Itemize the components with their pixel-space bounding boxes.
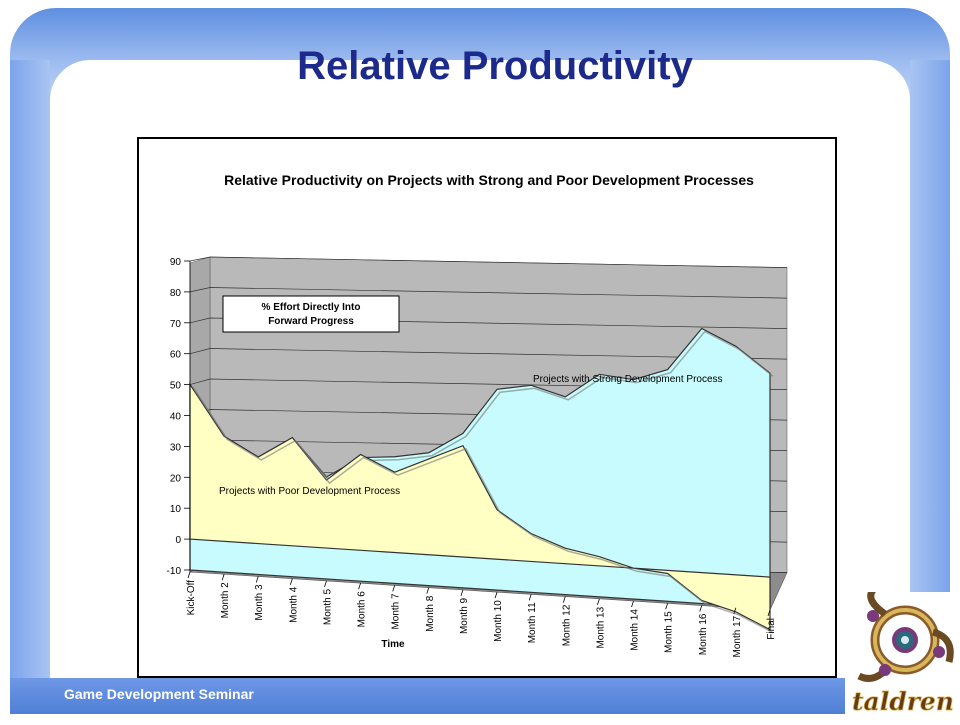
x-tick (460, 589, 464, 597)
y-tick-label: 20 (170, 473, 182, 484)
gridline (189, 317, 788, 329)
x-tick (733, 607, 737, 614)
annotation-box (222, 295, 400, 333)
gridline (189, 256, 788, 268)
y-tick-label: 0 (175, 535, 181, 546)
x-tick (358, 583, 361, 590)
x-tick (221, 574, 225, 581)
x-tick-label: Month 11 (527, 602, 538, 643)
x-tick-label: Month 16 (698, 613, 709, 655)
x-tick-label: Month 10 (493, 600, 504, 642)
x-tick-label: Month 5 (322, 589, 333, 626)
y-tick-label: 10 (170, 504, 182, 515)
x-tick (597, 598, 600, 605)
x-tick (494, 591, 498, 599)
x-tick-label: Month 15 (664, 611, 675, 653)
x-tick (289, 578, 293, 585)
x-tick (392, 585, 396, 592)
y-tick-label: 30 (170, 442, 182, 453)
x-tick-label: Month 14 (630, 609, 641, 651)
x-tick-label: Month 4 (288, 586, 299, 623)
y-tick-label: 40 (170, 412, 182, 423)
x-tick (767, 609, 771, 617)
y-tick-label: 60 (170, 350, 182, 361)
x-tick (562, 596, 566, 603)
gridline (189, 348, 788, 360)
x-tick (631, 600, 634, 608)
y-tick-label: 90 (170, 257, 182, 268)
x-tick-label: Month 12 (561, 604, 572, 646)
slide-left-border (10, 60, 50, 700)
series-label-poor: Projects with Poor Development Process (219, 486, 400, 497)
y-tick-label: 70 (170, 319, 182, 330)
y-tick-label: 50 (170, 381, 182, 392)
x-tick (665, 603, 669, 610)
y-tick-label: -10 (167, 566, 182, 577)
slide-footer (10, 678, 845, 714)
x-tick (324, 580, 327, 588)
x-tick (187, 571, 191, 579)
slide-title: Relative Productivity (297, 44, 693, 88)
x-tick-label: Month 2 (220, 582, 231, 619)
x-tick-label: Month 3 (254, 584, 265, 621)
x-tick-label: Month 8 (425, 595, 436, 632)
x-tick-label: Month 13 (595, 606, 606, 648)
gridline (189, 287, 788, 299)
series-edge-poor (192, 387, 774, 634)
x-tick (255, 576, 259, 583)
area-chart: -10 0 10 20 30 40 50 60 70 80 90 Kick-Off Month 2 Mo… (167, 256, 788, 657)
x-tick-label: Month 7 (391, 593, 402, 630)
slide-right-border (910, 60, 950, 592)
x-tick (426, 587, 430, 594)
x-tick-label: Month 6 (357, 591, 368, 628)
x-tick-label: Month 9 (459, 597, 470, 634)
x-axis-title: Time (381, 639, 405, 650)
logo-wordmark: taldren (852, 687, 954, 716)
annotation-text: Forward Progress (268, 316, 354, 327)
annotation-text: % Effort Directly Into (262, 302, 361, 313)
x-tick-label: Kick-Off (186, 580, 197, 616)
taldren-logo: taldren (845, 587, 960, 720)
y-tick-label: 80 (170, 288, 182, 299)
x-tick (528, 594, 532, 601)
series-label-strong: Projects with Strong Development Process (533, 374, 723, 385)
x-tick-label: Month 17 (732, 615, 743, 657)
footer-text: Game Development Seminar (64, 686, 254, 702)
x-tick (699, 605, 703, 612)
chart-title: Relative Productivity on Projects with S… (224, 172, 754, 188)
chart-container: Relative Productivity on Projects with S… (137, 137, 837, 678)
x-tick-label: Final (766, 618, 777, 640)
